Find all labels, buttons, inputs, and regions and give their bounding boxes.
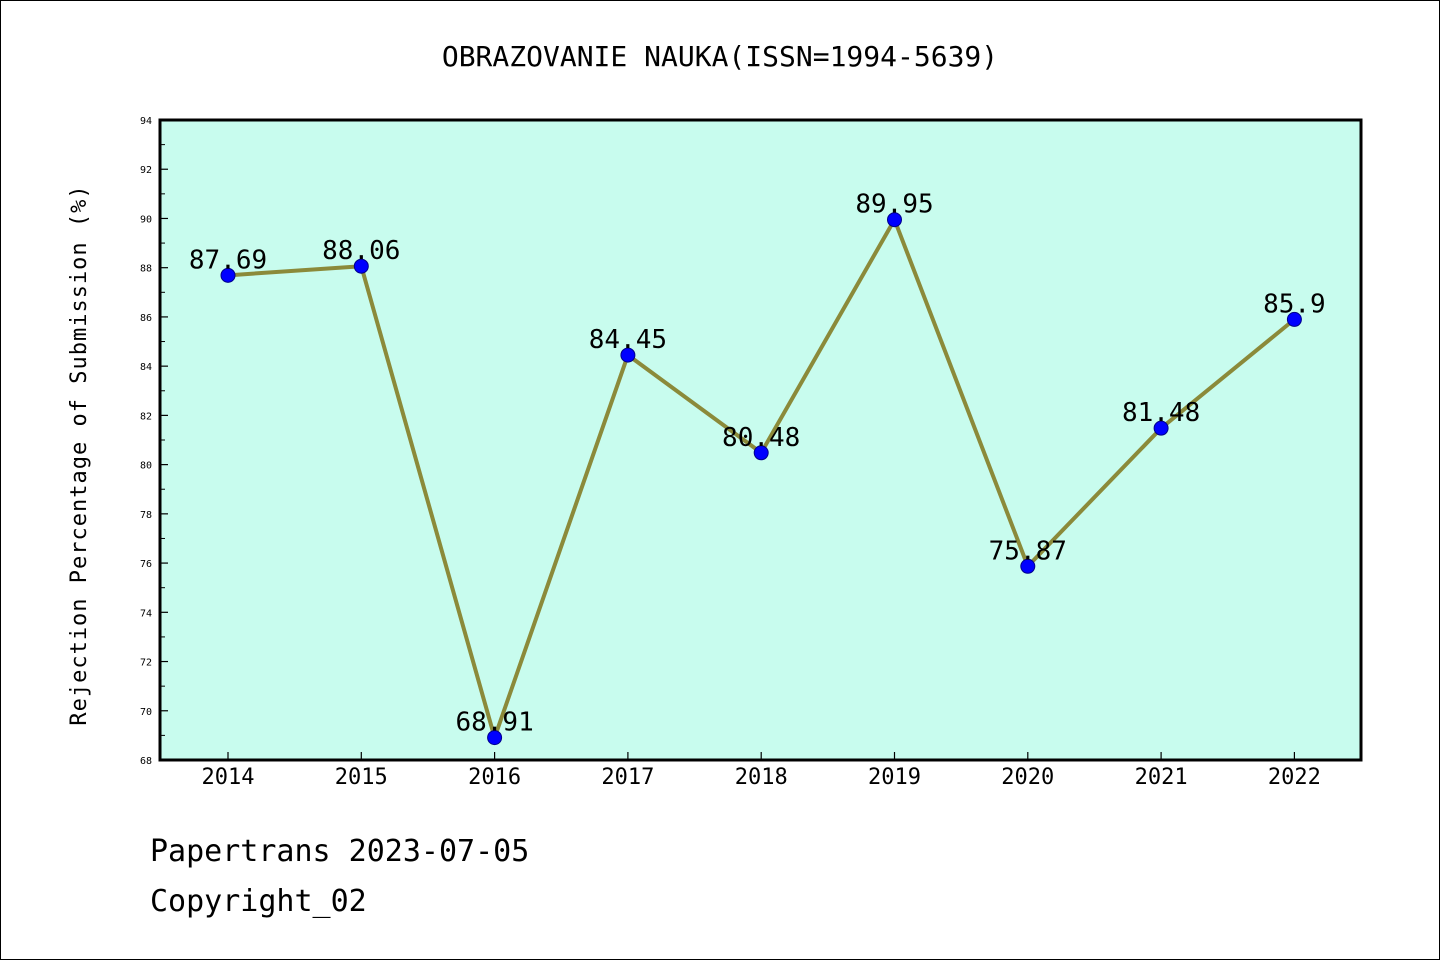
data-point <box>887 212 902 228</box>
data-label: 88.06 <box>322 236 400 266</box>
x-tick-label: 2014 <box>202 765 255 790</box>
data-point <box>1286 311 1302 327</box>
data-label: 87.69 <box>189 245 267 275</box>
y-tick-label: 70 <box>140 707 152 718</box>
data-label: 68.91 <box>455 708 533 738</box>
data-point <box>487 730 503 746</box>
y-axis-ticks: 68 70 72 74 76 78 80 82 84 86 88 90 92 94 <box>140 116 168 767</box>
data-point <box>620 347 636 363</box>
x-tick-label: 2017 <box>601 765 654 790</box>
y-tick-label: 92 <box>140 165 152 176</box>
y-tick-label: 90 <box>140 214 152 225</box>
x-tick-label: 2020 <box>1001 765 1054 790</box>
y-tick-label: 88 <box>140 264 152 275</box>
y-tick-label: 68 <box>140 756 152 767</box>
chart-title: OBRAZOVANIE NAUKA(ISSN=1994-5639) <box>442 40 998 73</box>
x-tick-label: 2022 <box>1268 765 1321 790</box>
source-note: Papertrans 2023-07-05 <box>150 834 530 869</box>
y-tick-label: 72 <box>140 658 152 669</box>
x-axis-ticks: 2014 2015 2016 2017 2018 2019 2020 2021 2022 <box>202 752 1321 790</box>
y-tick-label: 82 <box>140 411 152 422</box>
y-tick-label: 94 <box>140 116 152 127</box>
data-point <box>353 258 369 274</box>
data-label: 84.45 <box>589 325 667 355</box>
data-label: 81.48 <box>1122 398 1200 428</box>
y-axis-label: Rejection Percentage of Submission (%) <box>67 184 92 725</box>
data-label: 75.87 <box>989 536 1067 566</box>
x-tick-label: 2015 <box>335 765 388 790</box>
data-point <box>220 267 236 283</box>
y-tick-label: 86 <box>140 313 152 324</box>
data-label: 85.9 <box>1263 289 1326 319</box>
y-tick-label: 74 <box>140 608 152 619</box>
data-point <box>753 445 769 461</box>
y-tick-label: 80 <box>140 461 152 472</box>
x-tick-label: 2018 <box>735 765 788 790</box>
x-tick-label: 2019 <box>868 765 921 790</box>
y-tick-label: 78 <box>140 510 152 521</box>
data-point <box>1153 420 1169 436</box>
series-layer: 87.69 88.06 68.91 84.45 80.48 89.95 75.87 81.48… <box>189 190 1326 746</box>
data-label: 89.95 <box>855 190 933 220</box>
y-tick-label: 76 <box>140 559 152 570</box>
x-tick-label: 2016 <box>468 765 521 790</box>
plot-area <box>158 118 1363 762</box>
data-point <box>1020 558 1036 574</box>
copyright-note: Copyright_02 <box>150 884 367 919</box>
data-label: 80.48 <box>722 423 800 453</box>
x-tick-label: 2021 <box>1135 765 1188 790</box>
y-tick-label: 84 <box>140 362 152 373</box>
